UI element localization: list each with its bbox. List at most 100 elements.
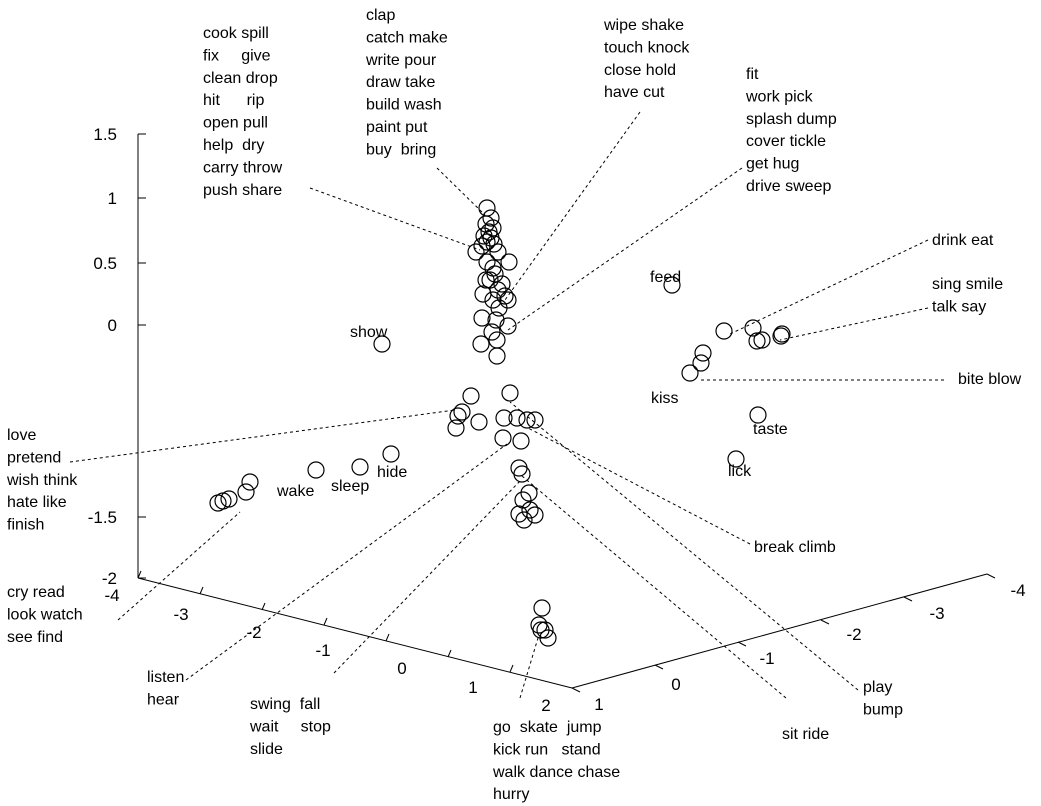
cluster-label-line: fit	[746, 66, 759, 83]
data-point	[373, 335, 391, 353]
leader-line	[507, 167, 743, 331]
data-point	[727, 450, 745, 468]
data-point	[508, 409, 526, 427]
cluster-label-line: listen	[147, 669, 184, 686]
cluster-label-line: see find	[7, 629, 63, 646]
cluster-label-line: clap	[366, 7, 395, 24]
cluster-label-line: look watch	[7, 606, 83, 623]
left-axis-tick	[323, 617, 328, 626]
data-point	[472, 335, 490, 353]
leader-line	[436, 167, 486, 216]
data-point	[526, 411, 544, 429]
leader-line	[519, 637, 539, 699]
leader-line	[504, 111, 641, 301]
data-point	[453, 403, 471, 421]
data-point	[533, 599, 551, 617]
data-point	[473, 309, 491, 327]
data-point	[307, 461, 325, 479]
cluster-label-line: build wash	[366, 97, 442, 114]
cluster-label-line: pretend	[7, 449, 61, 466]
z-axis-tick-label: -2	[102, 569, 117, 588]
cluster-label-line: play	[863, 679, 892, 696]
right-axis-tick	[571, 687, 581, 693]
data-point	[462, 387, 480, 405]
points-group	[209, 199, 791, 647]
left-axis-tick	[199, 586, 204, 595]
cluster-label-line: kick run stand	[493, 741, 601, 758]
point-label: kiss	[651, 390, 679, 407]
data-point	[478, 233, 496, 251]
right-axis-tick	[820, 619, 830, 625]
point-label: taste	[753, 421, 788, 438]
right-axis-tick	[986, 573, 996, 579]
leader-line	[521, 475, 787, 699]
data-point	[510, 459, 528, 477]
data-point	[478, 199, 496, 217]
right-axis-tick-label: -2	[846, 625, 861, 644]
cluster-label-line: clean drop	[203, 70, 278, 87]
cluster-label-line: slide	[250, 741, 283, 758]
cluster-label-line: work pick	[745, 88, 814, 105]
point-label: sleep	[331, 478, 369, 495]
cluster-label-line: bump	[863, 701, 903, 718]
data-point	[520, 484, 538, 502]
cluster-label-line: break climb	[754, 539, 836, 556]
left-axis-tick	[137, 570, 142, 579]
data-point	[773, 325, 791, 343]
data-point	[351, 458, 369, 476]
point-label: lick	[728, 463, 752, 480]
left-axis-line	[137, 577, 573, 689]
cluster-label-line: love	[7, 427, 36, 444]
left-axis-tick-label: -3	[173, 605, 188, 624]
data-point	[500, 253, 518, 271]
cluster-label-line: drive sweep	[746, 178, 831, 195]
data-point	[772, 327, 790, 345]
data-point	[447, 419, 465, 437]
data-point	[536, 621, 554, 639]
z-axis-tick-label: 0.5	[93, 254, 117, 273]
data-point	[470, 413, 488, 431]
leader-line	[527, 427, 751, 545]
data-point	[663, 276, 681, 294]
leader-line	[69, 409, 456, 463]
data-point	[467, 243, 485, 261]
right-axis-tick-label: 0	[671, 675, 680, 694]
data-point	[692, 354, 710, 372]
cluster-label-line: carry throw	[203, 159, 283, 176]
data-point	[241, 473, 259, 491]
cluster-label-line: finish	[7, 517, 44, 534]
cluster-label-line: touch knock	[604, 39, 690, 56]
z-axis-tick-label: 1.5	[93, 125, 117, 144]
data-point	[237, 483, 255, 501]
data-point	[485, 235, 503, 253]
cluster-label-line: hate like	[7, 494, 67, 511]
cluster-label-line: get hug	[746, 156, 799, 173]
data-point	[449, 407, 467, 425]
cluster-label-line: fix give	[203, 47, 271, 64]
left-axis-tick-label: 2	[541, 696, 550, 715]
data-point	[532, 621, 550, 639]
data-point	[512, 432, 530, 450]
cluster-label-line: write pour	[365, 52, 437, 69]
cluster-label-line: wish think	[6, 472, 78, 489]
data-point	[681, 364, 699, 382]
right-axis-tick	[737, 641, 747, 647]
left-axis-tick	[385, 633, 390, 642]
left-axis-tick	[261, 602, 266, 611]
cluster-label-line: hit rip	[203, 92, 264, 109]
data-point	[482, 209, 500, 227]
data-point	[474, 285, 492, 303]
left-axis-tick-label: -2	[246, 623, 261, 642]
cluster-label-line: swing fall	[250, 696, 320, 713]
cluster-label-line: wait stop	[249, 718, 331, 735]
data-point	[496, 287, 514, 305]
cluster-label-line: paint put	[366, 119, 428, 136]
leader-line	[309, 187, 481, 251]
cluster-label-line: go skate jump	[493, 719, 602, 736]
cluster-label-line: buy bring	[366, 141, 436, 158]
cluster-label-line: talk say	[932, 298, 986, 315]
data-point	[494, 429, 512, 447]
data-point	[514, 491, 532, 509]
left-axis-tick-label: -4	[104, 586, 119, 605]
cluster-label-line: help dry	[203, 137, 264, 154]
